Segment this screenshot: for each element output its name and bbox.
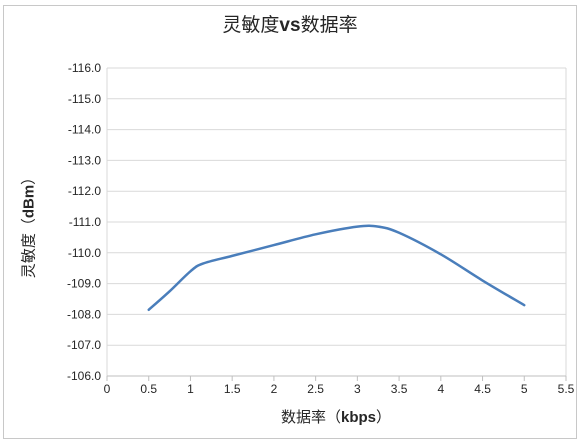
- y-tick-label: -111.0: [69, 215, 102, 229]
- x-axis-label-prefix: 数据率（: [280, 408, 341, 426]
- series-line: [147, 224, 526, 312]
- chart-title-prefix: 灵敏度: [222, 14, 280, 36]
- y-tick-label: -113.0: [68, 153, 101, 167]
- x-tick-label: 1.5: [224, 382, 241, 396]
- x-tick-label: 3.5: [391, 382, 408, 396]
- chart-title-suffix: 数据率: [300, 14, 358, 36]
- y-tick-label: -115.0: [68, 92, 101, 106]
- chart-title: 灵敏度vs数据率: [4, 14, 576, 37]
- y-tick-label: -109.0: [67, 277, 101, 291]
- y-tick-label: -112.0: [68, 184, 101, 198]
- x-tick-label: 0.5: [140, 382, 157, 396]
- x-tick-label: 2.5: [307, 382, 324, 396]
- x-tick-label: 4.5: [474, 382, 491, 396]
- y-tick-label: -116.0: [68, 61, 101, 75]
- x-tick-label: 2: [271, 382, 278, 396]
- y-tick-label: -110.0: [68, 246, 101, 260]
- x-tick-label: 5.5: [558, 382, 575, 396]
- y-tick-label: -108.0: [67, 307, 101, 321]
- y-tick-label: -106.0: [67, 369, 101, 383]
- x-axis-label-unit: kbps: [340, 409, 377, 426]
- x-tick-label: 4: [437, 382, 444, 396]
- x-tick-label: 5: [521, 382, 528, 396]
- x-tick-label: 3: [354, 382, 361, 396]
- x-axis-label-suffix: ）: [376, 408, 392, 426]
- x-tick-label: 1: [187, 382, 194, 396]
- chart-title-vs: vs: [279, 15, 301, 36]
- y-tick-label: -107.0: [67, 338, 101, 352]
- x-axis-label: 数据率（kbps）: [281, 406, 391, 427]
- y-tick-label: -114.0: [68, 123, 101, 137]
- x-tick-label: 0: [104, 382, 111, 396]
